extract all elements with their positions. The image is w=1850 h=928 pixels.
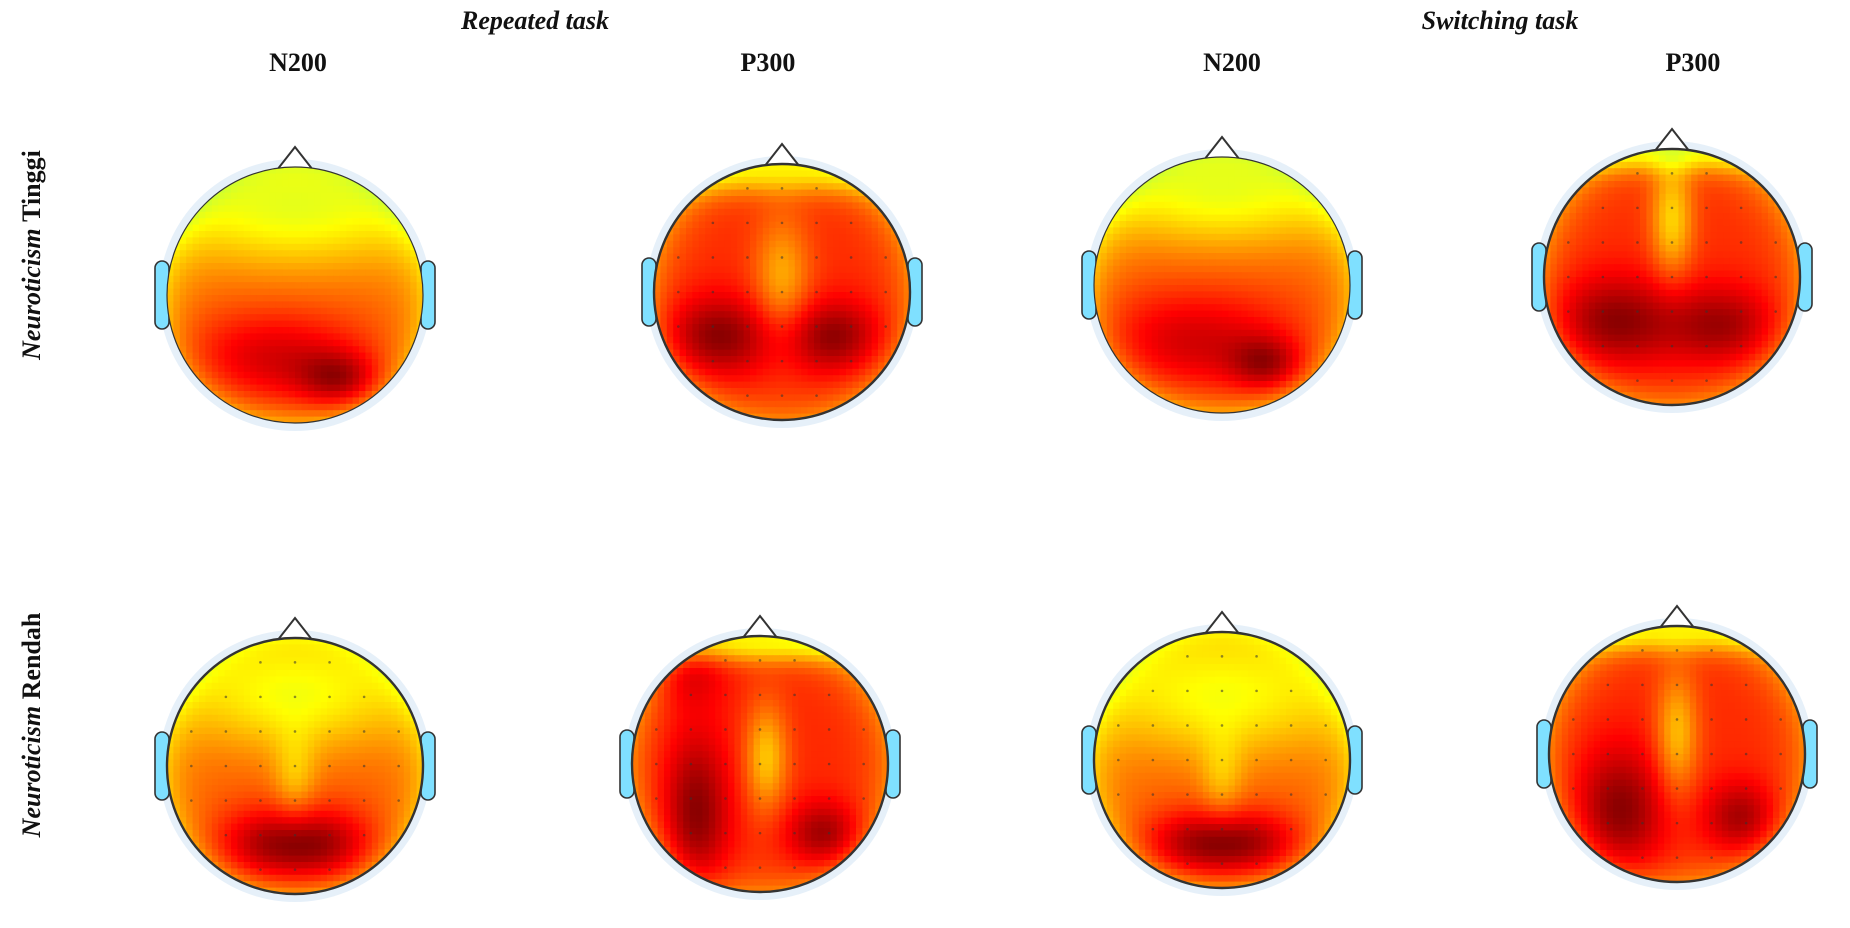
component-label-n200-repeated: N200 [269,48,327,77]
task-title-switching: Switching task [1421,6,1579,35]
topomap-rendah-repeated-n200 [154,616,436,902]
topomap-tinggi-switching-n200 [1081,135,1363,421]
component-label-p300-repeated: P300 [740,48,796,77]
topomap-tinggi-switching-p300 [1531,127,1813,413]
topomap-rendah-switching-p300 [1536,604,1818,890]
row-label-rendah-italic: Neuroticism [17,705,46,838]
component-label-p300-switching: P300 [1665,48,1721,77]
topomap-tinggi-repeated-n200 [154,145,436,431]
topomap-rendah-switching-n200 [1081,610,1363,896]
topomap-rendah-repeated-p300 [619,614,901,900]
row-label-rendah-regular: Rendah [17,612,46,700]
row-label-tinggi-italic: Neuroticism [17,228,46,360]
row-label-tinggi-regular: Tinggi [17,150,46,222]
topomap-tinggi-repeated-p300 [641,142,923,428]
row-label-tinggi: Neuroticism Tinggi [17,150,47,360]
component-label-n200-switching: N200 [1203,48,1261,77]
row-label-rendah: Neuroticism Rendah [17,613,47,838]
task-title-repeated: Repeated task [460,6,610,35]
